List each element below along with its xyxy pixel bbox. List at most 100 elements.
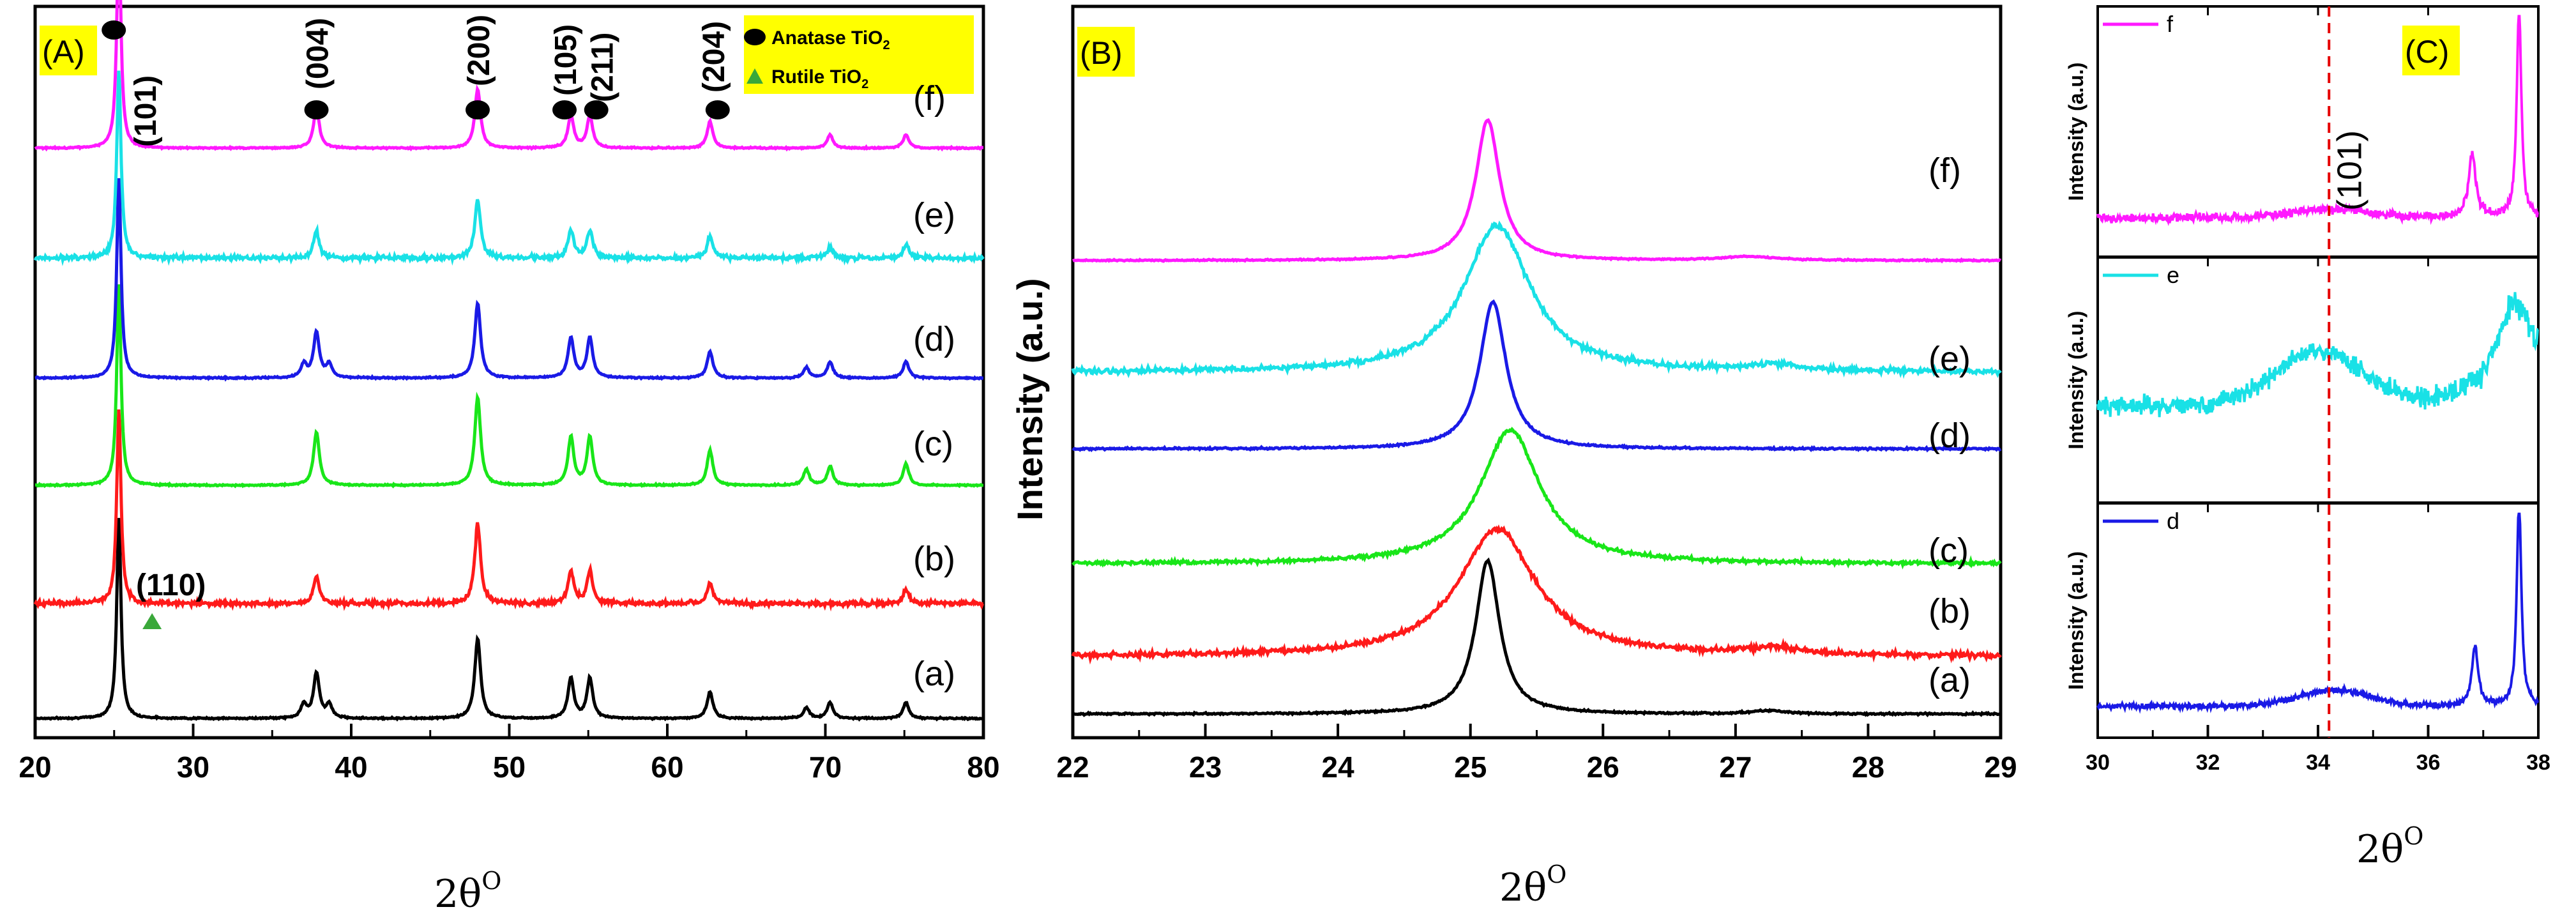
panel-a-tick-label: 60 [651,750,683,784]
panel-c-reference-label: (101) [2330,130,2368,211]
panel-c: f Intensity (a.u.) e Intensity (a.u.) d Inten… [2065,5,2550,872]
panel-b-curves [1071,118,2002,717]
rutile-legend-text: Rutile TiO2 [771,66,868,91]
anatase-marker [304,100,329,119]
panel-b-curve-d [1072,299,2002,453]
panel-a-sample-label: (c) [913,425,953,463]
panel-a-sample-label: (f) [913,79,946,118]
panel-c-subplot-e: e Intensity (a.u.) [2065,256,2540,504]
anatase-marker [552,100,577,119]
panel-a-curve-f [34,0,983,152]
panel-b-curve-b [1071,524,2002,665]
panel-b-tick-label: 22 [1056,750,1089,784]
panel-a-curve-e [33,70,985,266]
panel-b-curve-c [1072,427,2002,570]
anatase-legend-marker [744,29,766,45]
panel-b-tick-label: 24 [1322,750,1355,784]
panel-b-curve-a [1072,557,2002,717]
panel-c-y-axis-title: Intensity (a.u.) [2065,551,2087,690]
panel-c-tag-bg [2402,26,2460,75]
panel-b-tick-label: 25 [1454,750,1487,784]
panel-a-curve-c [35,284,984,489]
panel-a-frame [33,4,985,740]
panel-b-x-axis-title: 2θO [1499,860,1566,910]
panel-b-sample-label: (f) [1928,151,1961,190]
panel-b-sample-label: (e) [1928,340,1971,378]
panel-c-curve-d [2096,512,2540,714]
panel-b-tick-label: 23 [1189,750,1222,784]
panel-c-x-ticks: 30 32 34 36 38 [2086,725,2550,775]
panel-c-subplot-f: f Intensity (a.u.) [2065,5,2540,258]
panel-b-sample-label: (b) [1928,592,1971,630]
panel-c-tick-label: 32 [2196,750,2220,775]
peak-label: (211) [586,33,620,102]
panel-a-curve-d [34,178,983,382]
panel-a-tick-label: 70 [809,750,842,784]
panel-b-curve-e [1071,220,2002,379]
panel-b-tick-label: 28 [1852,750,1884,784]
panel-c-legend-label: e [2167,262,2179,288]
peak-label: (101) [129,75,163,147]
panel-a-tag-bg [40,26,97,75]
panel-a-x-ticks: 20 30 40 50 60 70 80 [19,724,1000,784]
panel-c-legend-label: f [2167,11,2174,37]
panel-a-tick-label: 20 [19,750,51,784]
panel-a-tick-label: 30 [177,750,209,784]
panel-a-sample-label: (d) [913,320,955,358]
panel-b-tick-label: 27 [1719,750,1752,784]
panel-a-tick-label: 40 [335,750,367,784]
panel-c-subplot-d: d Intensity (a.u.) [2065,502,2540,739]
panel-a-legend-bg [744,15,974,94]
panel-c-tick-label: 36 [2416,750,2441,775]
panel-b-y-axis-title: Intensity (a.u.) [1010,278,1050,521]
panel-a-x-axis-title: 2θO [434,867,501,914]
anatase-marker [102,20,126,40]
panel-c-tick-label: 38 [2526,750,2550,775]
rutile-peak-label: (110) [136,568,206,602]
panel-c-tick-label: 30 [2086,750,2110,775]
panel-b-sample-label: (d) [1928,416,1971,455]
panel-c-x-axis-title: 2θO [2356,822,2423,872]
panel-a-sample-label: (b) [913,540,955,578]
panel-b-tag-bg [1077,27,1135,77]
panel-b: 22 23 24 25 26 27 28 29 (B) Intensity (a.u.) (a… [1010,4,2017,910]
panel-c-tag: (C) [2405,34,2449,70]
panel-b-tick-label: 29 [1984,750,2017,784]
peak-label: (004) [301,18,335,89]
panel-a-sample-labels: (a) (b) (c) (d) (e) (f) [913,79,955,693]
peak-label: (200) [462,15,496,86]
panel-c-y-axis-title: Intensity (a.u.) [2065,63,2087,201]
anatase-marker [705,100,730,119]
panel-a-tick-label: 50 [493,750,526,784]
panel-b-sample-label: (c) [1928,531,1969,570]
panel-a-sample-label: (a) [913,655,955,693]
panel-c-legend-label: d [2167,508,2179,534]
panel-b-sample-label: (a) [1928,661,1971,699]
panel-a-curve-b [33,409,984,612]
panel-b-sample-labels: (a) (b) (c) (d) (e) (f) [1928,151,1971,699]
panel-c-y-axis-title: Intensity (a.u.) [2065,311,2087,450]
panel-a-sample-label: (e) [913,196,955,234]
panel-b-tag: (B) [1080,35,1123,71]
panel-c-curve-e [2096,292,2539,418]
peak-label: (105) [549,24,583,96]
panel-b-curve-f [1072,118,2002,264]
panel-b-tick-label: 26 [1587,750,1619,784]
panel-a: 20 30 40 50 60 70 80 (A) (101)(004) (200) (105)(… [19,0,1000,914]
panel-c-subplots: f Intensity (a.u.) e Intensity (a.u.) d Inten… [2065,5,2540,739]
peak-label: (204) [697,21,731,93]
panel-a-curves [33,0,985,722]
anatase-legend-text: Anatase TiO2 [771,27,890,52]
anatase-marker [584,100,609,119]
panel-c-tick-label: 34 [2306,750,2330,775]
panel-a-tag: (A) [42,34,85,70]
panel-a-peak-labels: (101) (004) (200) (105) (211) (204) [102,15,731,147]
rutile-peak-marker [142,613,162,629]
panel-c-curve-f [2096,15,2539,227]
panel-b-x-ticks: 22 23 24 25 26 27 28 29 [1056,724,2017,784]
rutile-legend-marker [746,68,763,84]
panel-a-curve-a [34,517,984,722]
anatase-marker [466,100,490,119]
panel-a-tick-label: 80 [967,750,999,784]
